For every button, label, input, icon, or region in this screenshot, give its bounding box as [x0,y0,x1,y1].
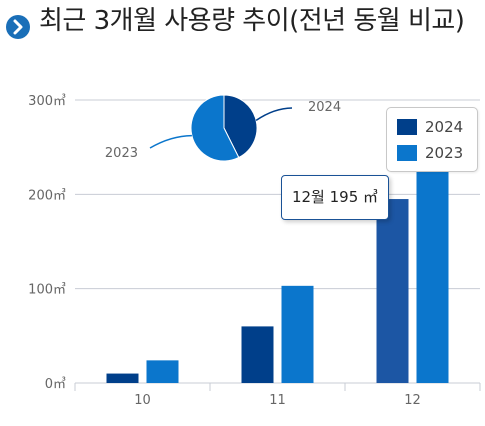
pie-label: 2023 [105,146,138,161]
bar-2024-12[interactable] [376,199,409,383]
bar-2023-12[interactable] [416,166,449,383]
y-tick-label: 100㎥ [28,283,66,298]
bars [106,166,449,383]
grid-lines [75,99,480,384]
legend-label: 2023 [425,144,464,162]
legend-swatch-2023 [397,145,417,161]
pie-slice-2024[interactable] [223,94,258,159]
legend-swatch-2024 [397,119,417,135]
bar-2023-11[interactable] [281,285,314,383]
tooltip: 12월 195 ㎥ [281,175,389,220]
pie-slice-2023[interactable] [190,94,240,162]
pie-label: 2024 [308,100,341,115]
page-title: 최근 3개월 사용량 추이(전년 동월 비교) [39,6,465,36]
y-tick-label: 300㎥ [28,94,66,109]
pie-connector [255,107,293,122]
bar-2024-10[interactable] [106,373,139,383]
y-tick-label: 200㎥ [28,188,66,203]
pie-connector [149,134,192,149]
y-tick-label: 0㎥ [45,377,66,392]
x-axis-ticks: 10 11 12 [74,383,481,408]
x-tick-label: 11 [269,393,286,408]
pie-chart: 2024 2023 [105,94,341,162]
legend-label: 2024 [425,118,464,136]
chevron-right-icon [6,15,30,39]
bar-2023-10[interactable] [146,360,179,383]
x-tick-label: 10 [134,393,151,408]
bar-2024-11[interactable] [241,326,274,383]
y-axis-ticks: 0㎥ 100㎥ 200㎥ 300㎥ [28,94,66,392]
x-tick-label: 12 [404,393,421,408]
legend: 2024 2023 [386,107,478,172]
